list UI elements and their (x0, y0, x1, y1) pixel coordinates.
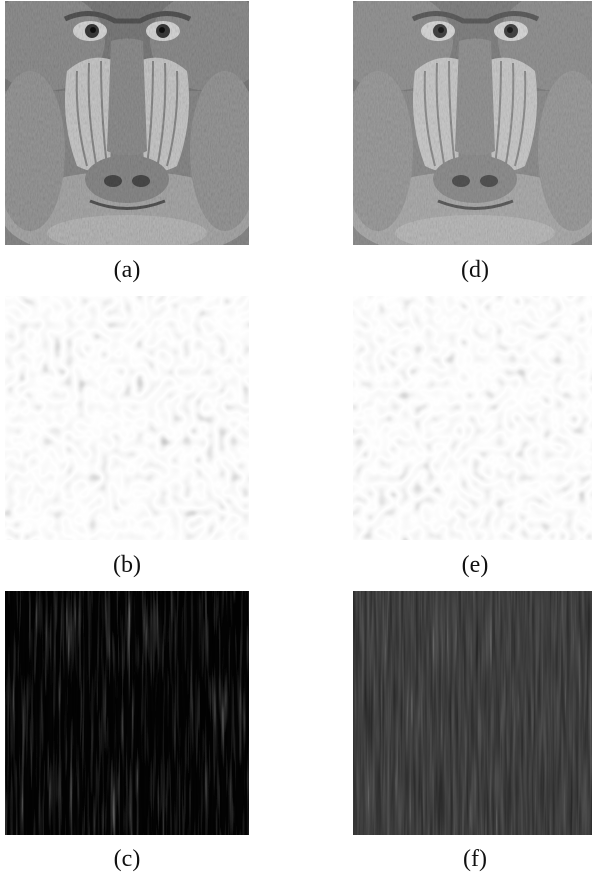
panel-c-image (5, 591, 249, 835)
panel-b-image (5, 296, 249, 540)
streak-noise-image (353, 591, 592, 835)
baboon-face-image (353, 1, 592, 245)
streak-noise-image (5, 591, 249, 835)
caption-c: (c) (113, 846, 141, 872)
panel-e-image (353, 296, 592, 540)
caption-b: (b) (113, 552, 141, 578)
caption-f: (f) (463, 846, 487, 872)
panel-a-image (5, 1, 249, 245)
caption-e: (e) (461, 552, 489, 578)
caption-a: (a) (113, 257, 141, 283)
baboon-face-image (5, 1, 249, 245)
panel-d-image (353, 1, 592, 245)
blob-texture-image (5, 296, 249, 540)
caption-d: (d) (461, 257, 489, 283)
blob-texture-image (353, 296, 592, 540)
panel-f-image (353, 591, 592, 835)
